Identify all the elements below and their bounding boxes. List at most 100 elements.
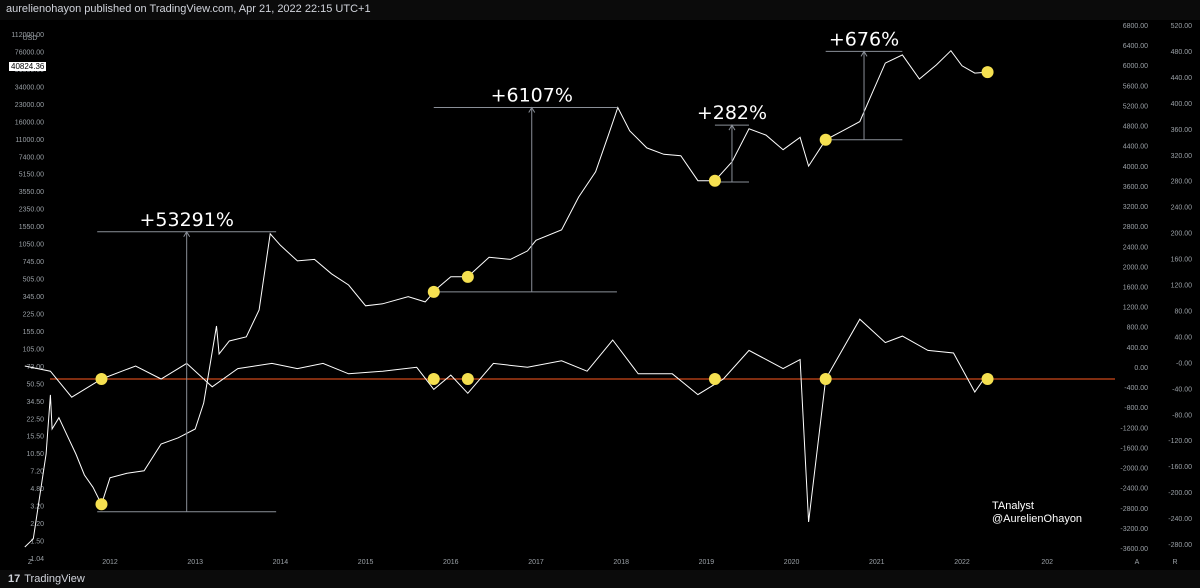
- right-axis-1-tick: 4400.00: [1123, 144, 1148, 151]
- left-axis-tick: 10.50: [26, 451, 44, 458]
- left-axis-tick: 3550.00: [19, 189, 44, 196]
- price-line: [24, 49, 988, 548]
- price-marker: [95, 498, 108, 511]
- x-axis-tick: 2018: [613, 559, 629, 566]
- annotations: +53291% +6107% +282% +676%: [97, 28, 903, 513]
- left-axis-tick: 34000.00: [15, 84, 44, 91]
- right-axis-1-tick: 1600.00: [1123, 285, 1148, 292]
- annotation-arrow-head: [728, 124, 736, 131]
- signature: TAnalyst @AurelienOhayon: [992, 500, 1082, 526]
- markers: [95, 66, 994, 511]
- right-axis-1-tick: -2400.00: [1120, 486, 1148, 493]
- left-axis-tick: 2350.00: [19, 207, 44, 214]
- right-axis-1-tick: 6400.00: [1123, 43, 1148, 50]
- right-axis-2-tick: -200.00: [1168, 490, 1192, 497]
- x-axis-tick: 202: [1041, 559, 1053, 566]
- right-axis-1-tick: 6000.00: [1123, 63, 1148, 70]
- right-axis-1-tick: 2000.00: [1123, 264, 1148, 271]
- x-axis-tick: 2022: [954, 559, 970, 566]
- left-axis-unit: USD: [23, 35, 38, 42]
- right-axis-2-tick: 440.00: [1171, 75, 1193, 82]
- price-marker: [981, 66, 994, 79]
- right-axis-1-tick: 5200.00: [1123, 103, 1148, 110]
- right-axis-2-tick: 240.00: [1171, 205, 1193, 212]
- oscillator-marker: [981, 373, 994, 385]
- left-axis-tick: 225.00: [23, 311, 45, 318]
- right-axis-2-tick: 40.00: [1174, 334, 1192, 341]
- right-axis-1-tick: 2800.00: [1123, 224, 1148, 231]
- left-axis-tick: 73.00: [26, 364, 44, 371]
- right-axis-1-tick: 1200.00: [1123, 305, 1148, 312]
- signature-line-1: TAnalyst: [992, 500, 1034, 512]
- left-axis-tick: 22.50: [26, 416, 44, 423]
- right-axis-1-tick: -400.00: [1124, 385, 1148, 392]
- left-axis-tick: 112000.00: [11, 32, 44, 39]
- left-axis-tick: 11000.00: [15, 137, 44, 144]
- right-axis-1-tick: 400.00: [1127, 345, 1149, 352]
- right-axis-2-tick: 360.00: [1171, 127, 1193, 134]
- annotation-label: +282%: [697, 102, 767, 124]
- right-axis-1-tick: -800.00: [1124, 405, 1148, 412]
- left-axis-tick: 155.00: [23, 329, 45, 336]
- left-axis: USD112000.0076000.0051000.0034000.002300…: [11, 32, 44, 563]
- log-button: R: [1172, 559, 1177, 566]
- oscillator-marker: [461, 373, 474, 385]
- x-axis-tick: 2021: [869, 559, 885, 566]
- right-axis-1-tick: 4000.00: [1123, 164, 1148, 171]
- logo-text: TradingView: [24, 573, 85, 585]
- x-axis-tick: 2012: [102, 559, 118, 566]
- annotation-label: +6107%: [491, 85, 573, 107]
- auto-button: A: [1135, 559, 1140, 566]
- right-axis-1: 6800.00 6400.00 6000.00 5600.00 5200.00 4800.…: [1120, 23, 1148, 553]
- oscillator-marker: [95, 373, 108, 385]
- zoom-button: Z: [28, 559, 33, 566]
- oscillator-line: [24, 318, 989, 523]
- right-axis-1-tick: -1200.00: [1120, 425, 1148, 432]
- left-axis-tick: 4.80: [30, 486, 44, 493]
- left-axis-tick: 7400.00: [19, 154, 44, 161]
- annotation-arrow-head: [528, 106, 536, 113]
- annotation-arrow-head: [183, 230, 191, 238]
- left-axis-tick: 3.20: [30, 504, 44, 511]
- right-axis-1-tick: 4800.00: [1123, 124, 1148, 131]
- left-axis-tick: 105.00: [23, 346, 45, 353]
- right-axis-2-tick: 80.00: [1174, 308, 1192, 315]
- price-oscillator-chart[interactable]: USD112000.0076000.0051000.0034000.002300…: [0, 20, 1200, 570]
- right-axis-2-tick: 200.00: [1171, 231, 1193, 238]
- left-axis-tick: 5150.00: [19, 172, 44, 179]
- annotation-label: +676%: [829, 28, 899, 50]
- left-axis-tick: 7.20: [30, 469, 44, 476]
- tradingview-logo: 17 TradingView: [8, 573, 85, 585]
- right-axis-1-tick: 3600.00: [1123, 184, 1148, 191]
- right-axis-2-tick: -280.00: [1168, 542, 1192, 549]
- x-axis-tick: 2014: [273, 559, 289, 566]
- right-axis-2-tick: -120.00: [1168, 438, 1192, 445]
- right-axis-1-tick: 800.00: [1127, 325, 1149, 332]
- left-axis-tick: 34.50: [26, 399, 44, 406]
- right-axis-1-tick: 5600.00: [1123, 83, 1148, 90]
- left-axis-tick: 1550.00: [19, 224, 44, 231]
- right-axis-2-tick: 320.00: [1171, 153, 1193, 160]
- signature-line-2: @AurelienOhayon: [992, 513, 1083, 525]
- price-marker: [427, 285, 440, 298]
- right-axis-1-tick: -2800.00: [1120, 506, 1148, 513]
- right-axis-2: 520.00 480.00 440.00 400.00 360.00 320.00 280.…: [1168, 23, 1192, 549]
- price-marker: [461, 270, 474, 283]
- price-marker: [819, 133, 832, 146]
- right-axis-2-tick: -160.00: [1168, 464, 1192, 471]
- right-axis-2-tick: -80.00: [1172, 412, 1192, 419]
- x-axis-tick: 2016: [443, 559, 459, 566]
- right-axis-1-tick: 3200.00: [1123, 204, 1148, 211]
- right-axis-1-tick: 0.00: [1134, 365, 1148, 372]
- right-axis-2-tick: 480.00: [1171, 49, 1193, 56]
- left-axis-tick: 50.50: [26, 381, 44, 388]
- right-axis-1-tick: -3600.00: [1120, 546, 1148, 553]
- right-axis-1-tick: -3200.00: [1120, 526, 1148, 533]
- right-axis-1-tick: -2000.00: [1120, 466, 1148, 473]
- left-axis-tick: 23000.00: [15, 102, 44, 109]
- left-axis-tick: 745.00: [23, 259, 45, 266]
- left-axis-tick: 2.20: [30, 521, 44, 528]
- right-axis-2-tick: -240.00: [1168, 516, 1192, 523]
- left-axis-tick: 345.00: [23, 294, 45, 301]
- right-axis-1-tick: 6800.00: [1123, 23, 1148, 30]
